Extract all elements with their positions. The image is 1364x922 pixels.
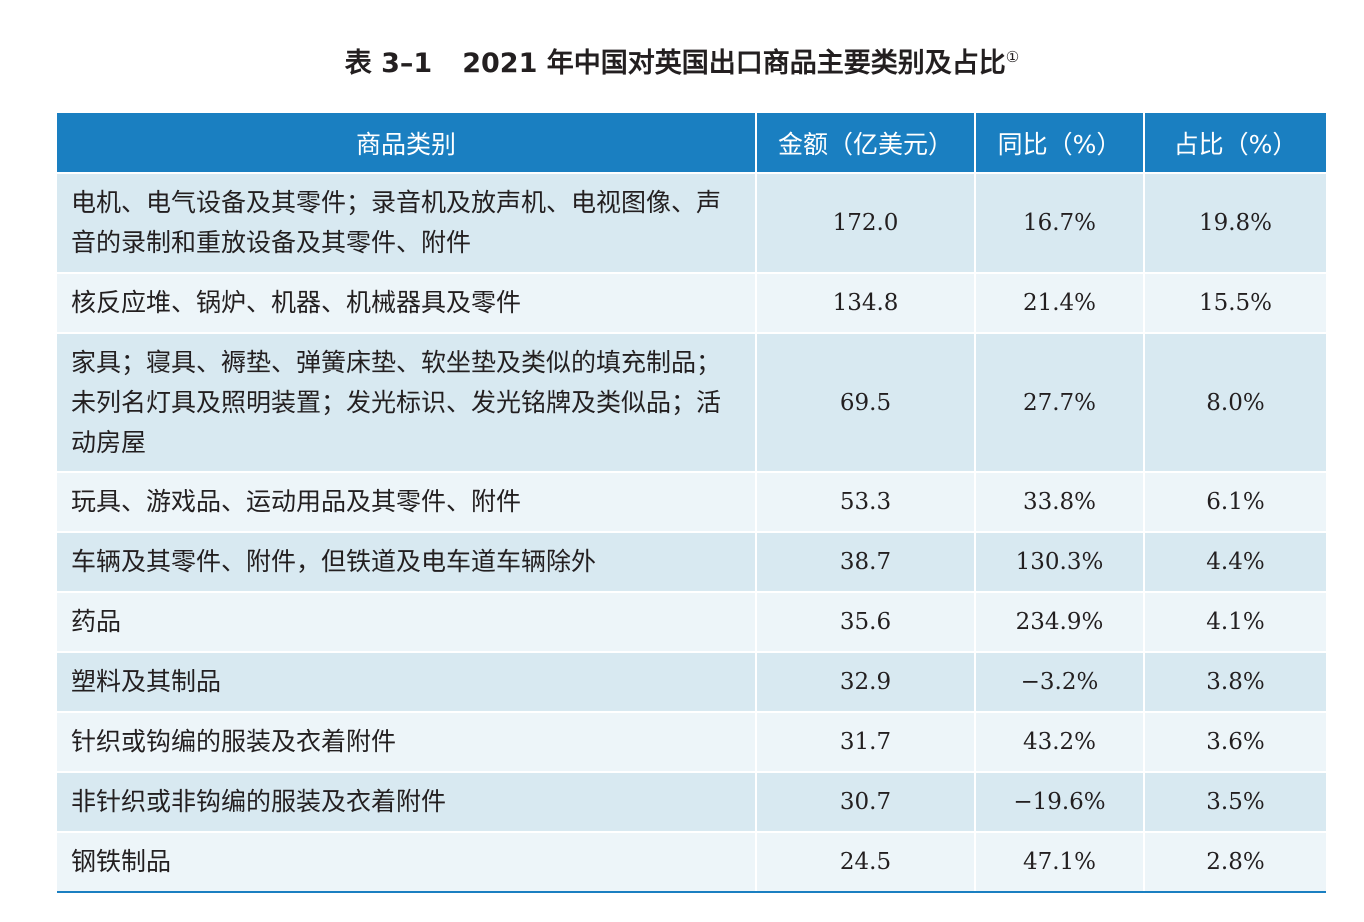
amount-cell: 31.7 bbox=[756, 711, 976, 772]
table-row: 核反应堆、锅炉、机器、机械器具及零件 134.8 21.4% 15.5% bbox=[57, 272, 1326, 333]
header-amount: 金额（亿美元） bbox=[756, 113, 976, 173]
table-row: 钢铁制品 24.5 47.1% 2.8% bbox=[57, 831, 1326, 891]
amount-cell: 30.7 bbox=[756, 771, 976, 832]
share-cell: 15.5% bbox=[1144, 272, 1326, 333]
table-row: 家具；寝具、褥垫、弹簧床垫、软坐垫及类似的填充制品；未列名灯具及照明装置；发光标… bbox=[57, 332, 1326, 472]
category-cell: 钢铁制品 bbox=[57, 831, 757, 891]
amount-cell: 32.9 bbox=[756, 651, 976, 712]
table-number: 表 3–1 bbox=[344, 48, 433, 79]
category-cell: 电机、电气设备及其零件；录音机及放声机、电视图像、声音的录制和重放设备及其零件、… bbox=[57, 172, 757, 273]
category-cell: 核反应堆、锅炉、机器、机械器具及零件 bbox=[57, 272, 757, 333]
header-share: 占比（%） bbox=[1144, 113, 1326, 173]
yoy-cell: 27.7% bbox=[975, 332, 1145, 472]
table-row: 塑料及其制品 32.9 −3.2% 3.8% bbox=[57, 651, 1326, 712]
share-cell: 3.6% bbox=[1144, 711, 1326, 772]
header-category: 商品类别 bbox=[57, 113, 757, 173]
category-cell: 药品 bbox=[57, 591, 757, 652]
header-row: 商品类别 金额（亿美元） 同比（%） 占比（%） bbox=[57, 113, 1326, 173]
yoy-cell: 16.7% bbox=[975, 172, 1145, 273]
table-row: 非针织或非钩编的服装及衣着附件 30.7 −19.6% 3.5% bbox=[57, 771, 1326, 832]
amount-cell: 69.5 bbox=[756, 332, 976, 472]
share-cell: 6.1% bbox=[1144, 471, 1326, 532]
category-cell: 针织或钩编的服装及衣着附件 bbox=[57, 711, 757, 772]
category-cell: 非针织或非钩编的服装及衣着附件 bbox=[57, 771, 757, 832]
share-cell: 8.0% bbox=[1144, 332, 1326, 472]
table-row: 玩具、游戏品、运动用品及其零件、附件 53.3 33.8% 6.1% bbox=[57, 471, 1326, 532]
yoy-cell: 43.2% bbox=[975, 711, 1145, 772]
amount-cell: 38.7 bbox=[756, 531, 976, 592]
share-cell: 3.8% bbox=[1144, 651, 1326, 712]
share-cell: 19.8% bbox=[1144, 172, 1326, 273]
header-yoy: 同比（%） bbox=[975, 113, 1145, 173]
yoy-cell: 21.4% bbox=[975, 272, 1145, 333]
category-cell: 家具；寝具、褥垫、弹簧床垫、软坐垫及类似的填充制品；未列名灯具及照明装置；发光标… bbox=[57, 332, 757, 472]
amount-cell: 35.6 bbox=[756, 591, 976, 652]
share-cell: 4.1% bbox=[1144, 591, 1326, 652]
yoy-cell: 33.8% bbox=[975, 471, 1145, 532]
share-cell: 3.5% bbox=[1144, 771, 1326, 832]
table-row: 电机、电气设备及其零件；录音机及放声机、电视图像、声音的录制和重放设备及其零件、… bbox=[57, 172, 1326, 273]
table-title: 表 3–1 2021 年中国对英国出口商品主要类别及占比① bbox=[0, 42, 1364, 86]
category-cell: 车辆及其零件、附件，但铁道及电车道车辆除外 bbox=[57, 531, 757, 592]
export-table: 商品类别 金额（亿美元） 同比（%） 占比（%） 电机、电气设备及其零件；录音机… bbox=[57, 113, 1326, 891]
table-row: 车辆及其零件、附件，但铁道及电车道车辆除外 38.7 130.3% 4.4% bbox=[57, 531, 1326, 592]
amount-cell: 172.0 bbox=[756, 172, 976, 273]
yoy-cell: −3.2% bbox=[975, 651, 1145, 712]
footnote-mark: ① bbox=[1005, 48, 1020, 66]
amount-cell: 24.5 bbox=[756, 831, 976, 891]
share-cell: 2.8% bbox=[1144, 831, 1326, 891]
yoy-cell: −19.6% bbox=[975, 771, 1145, 832]
table-row: 药品 35.6 234.9% 4.1% bbox=[57, 591, 1326, 652]
table-title-text: 2021 年中国对英国出口商品主要类别及占比 bbox=[462, 48, 1006, 79]
table-row: 针织或钩编的服装及衣着附件 31.7 43.2% 3.6% bbox=[57, 711, 1326, 772]
amount-cell: 53.3 bbox=[756, 471, 976, 532]
category-cell: 塑料及其制品 bbox=[57, 651, 757, 712]
category-cell: 玩具、游戏品、运动用品及其零件、附件 bbox=[57, 471, 757, 532]
table-bottom-rule bbox=[57, 891, 1326, 893]
share-cell: 4.4% bbox=[1144, 531, 1326, 592]
yoy-cell: 130.3% bbox=[975, 531, 1145, 592]
yoy-cell: 47.1% bbox=[975, 831, 1145, 891]
amount-cell: 134.8 bbox=[756, 272, 976, 333]
yoy-cell: 234.9% bbox=[975, 591, 1145, 652]
